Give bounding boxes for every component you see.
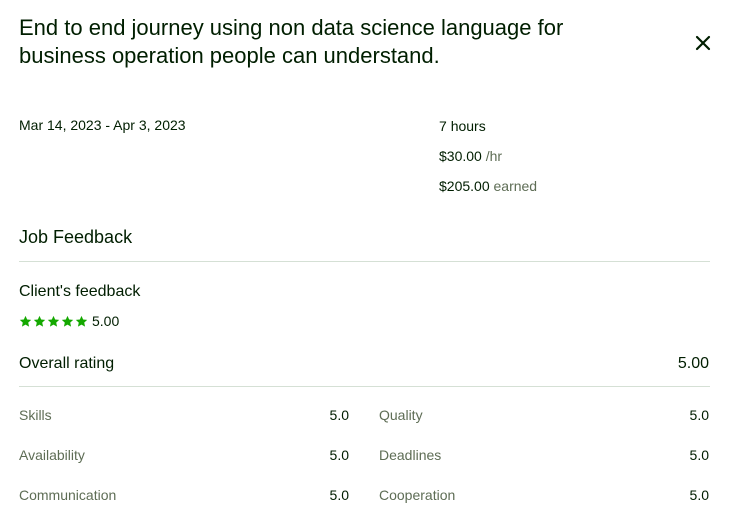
earned-row: $205.00 earned xyxy=(439,177,537,207)
rate-row: $30.00 /hr xyxy=(439,147,537,177)
contract-date-range: Mar 14, 2023 - Apr 3, 2023 xyxy=(19,117,186,133)
category-label-communication: Communication xyxy=(19,487,117,503)
job-title: End to end journey using non data scienc… xyxy=(19,15,564,68)
category-label-availability: Availability xyxy=(19,447,85,463)
category-label-quality: Quality xyxy=(379,407,423,423)
client-score: 5.00 xyxy=(92,313,120,329)
category-value-quality: 5.0 xyxy=(689,407,709,423)
star-icon xyxy=(61,315,74,327)
divider xyxy=(19,261,710,262)
category-label-skills: Skills xyxy=(19,407,52,423)
hours-row: 7 hours xyxy=(439,117,537,147)
star-icon xyxy=(75,315,88,327)
star-icon xyxy=(19,315,32,327)
close-icon xyxy=(695,35,711,51)
category-value-cooperation: 5.0 xyxy=(689,487,709,503)
star-rating xyxy=(19,315,88,328)
overall-rating-value: 5.00 xyxy=(677,355,709,372)
close-button[interactable] xyxy=(690,30,716,56)
star-icon xyxy=(47,315,60,327)
client-feedback-label: Client's feedback xyxy=(19,283,141,300)
overall-rating-label: Overall rating xyxy=(19,355,115,372)
hours-unit: hours xyxy=(450,118,486,134)
earned-unit: earned xyxy=(493,178,538,194)
category-value-deadlines: 5.0 xyxy=(689,447,709,463)
job-feedback-heading: Job Feedback xyxy=(19,227,133,247)
category-value-skills: 5.0 xyxy=(329,407,349,423)
contract-meta: 7 hours $30.00 /hr $205.00 earned xyxy=(439,117,537,207)
client-rating: 5.00 xyxy=(19,313,119,329)
category-label-deadlines: Deadlines xyxy=(379,447,442,463)
category-value-availability: 5.0 xyxy=(329,447,349,463)
rate-unit: /hr xyxy=(485,148,503,164)
earned-value: $205.00 xyxy=(439,178,490,194)
divider xyxy=(19,386,710,387)
category-label-cooperation: Cooperation xyxy=(379,487,456,503)
rate-value: $30.00 xyxy=(439,148,482,164)
star-icon xyxy=(33,315,46,327)
hours-value: 7 xyxy=(439,118,447,134)
category-value-communication: 5.0 xyxy=(329,487,349,503)
